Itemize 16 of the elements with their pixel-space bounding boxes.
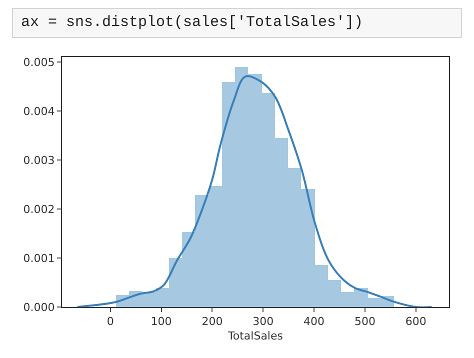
x-tick-label: 500 [354, 315, 376, 328]
y-tick-label: 0.004 [23, 104, 55, 118]
x-tick-label: 600 [405, 315, 426, 328]
x-tick-label: 0 [106, 315, 114, 328]
y-tick-label: 0.003 [23, 154, 55, 167]
x-tick-label: 300 [252, 315, 274, 328]
y-tick-label: 0.001 [23, 252, 55, 265]
chart-title: ax = sns.distplot(sales['TotalSales']) [12, 8, 462, 38]
x-axis-title: TotalSales [227, 329, 284, 342]
line-series [76, 75, 433, 307]
x-tick-label: 100 [150, 315, 172, 328]
x-tick-label: 400 [304, 315, 325, 328]
y-tick-label: 0.000 [23, 300, 55, 314]
x-tick-label: 200 [202, 315, 223, 328]
y-tick-label: 0.002 [23, 202, 55, 216]
y-tick-label: 0.005 [23, 56, 55, 69]
